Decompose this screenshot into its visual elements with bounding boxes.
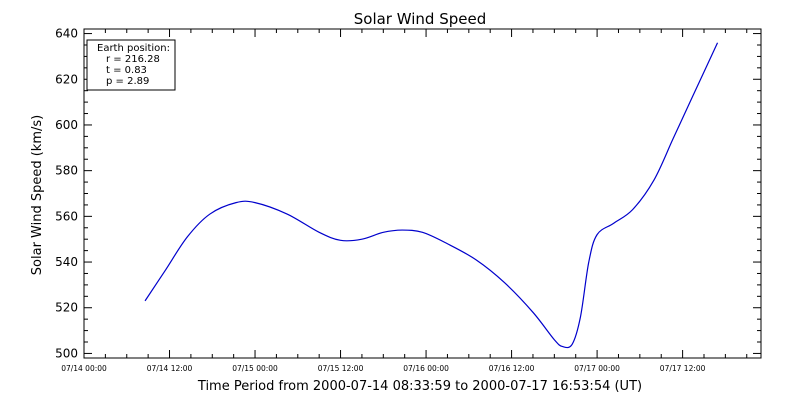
y-axis: 500 520 540 560 580 600 620 640 bbox=[55, 27, 761, 360]
y-tick-label: 540 bbox=[55, 255, 78, 269]
earth-position-box: Earth position: r = 216.28 t = 0.83 p = … bbox=[86, 39, 176, 91]
y-tick-label: 520 bbox=[55, 301, 78, 315]
plot-frame bbox=[83, 28, 762, 359]
x-tick-label: 07/14 00:00 bbox=[61, 364, 107, 373]
plot-area bbox=[83, 28, 762, 359]
info-p: p = 2.89 bbox=[106, 76, 149, 87]
info-t: t = 0.83 bbox=[106, 65, 147, 76]
series-line bbox=[144, 42, 719, 349]
x-tick-label: 07/16 12:00 bbox=[489, 364, 535, 373]
x-tick-label: 07/15 12:00 bbox=[318, 364, 364, 373]
info-r: r = 216.28 bbox=[106, 54, 160, 65]
y-axis-title: Solar Wind Speed (km/s) bbox=[30, 115, 45, 275]
x-tick-label: 07/15 00:00 bbox=[232, 364, 278, 373]
chart-title: Solar Wind Speed bbox=[354, 10, 486, 28]
x-tick-label: 07/16 00:00 bbox=[403, 364, 449, 373]
y-tick-label: 580 bbox=[55, 164, 78, 178]
x-tick-label: 07/14 12:00 bbox=[147, 364, 193, 373]
y-tick-label: 600 bbox=[55, 118, 78, 132]
y-tick-label: 620 bbox=[55, 72, 78, 86]
y-tick-label: 500 bbox=[55, 346, 78, 360]
y-tick-label: 560 bbox=[55, 209, 78, 223]
x-tick-label: 07/17 00:00 bbox=[574, 364, 620, 373]
y-tick-label: 640 bbox=[55, 27, 78, 41]
info-heading: Earth position: bbox=[97, 43, 170, 54]
x-axis: 07/14 00:00 07/14 12:00 07/15 00:00 07/15 1… bbox=[61, 29, 748, 373]
x-tick-label: 07/17 12:00 bbox=[660, 364, 706, 373]
info-box-frame bbox=[86, 39, 176, 91]
x-axis-title: Time Period from 2000-07-14 08:33:59 to … bbox=[197, 379, 642, 394]
